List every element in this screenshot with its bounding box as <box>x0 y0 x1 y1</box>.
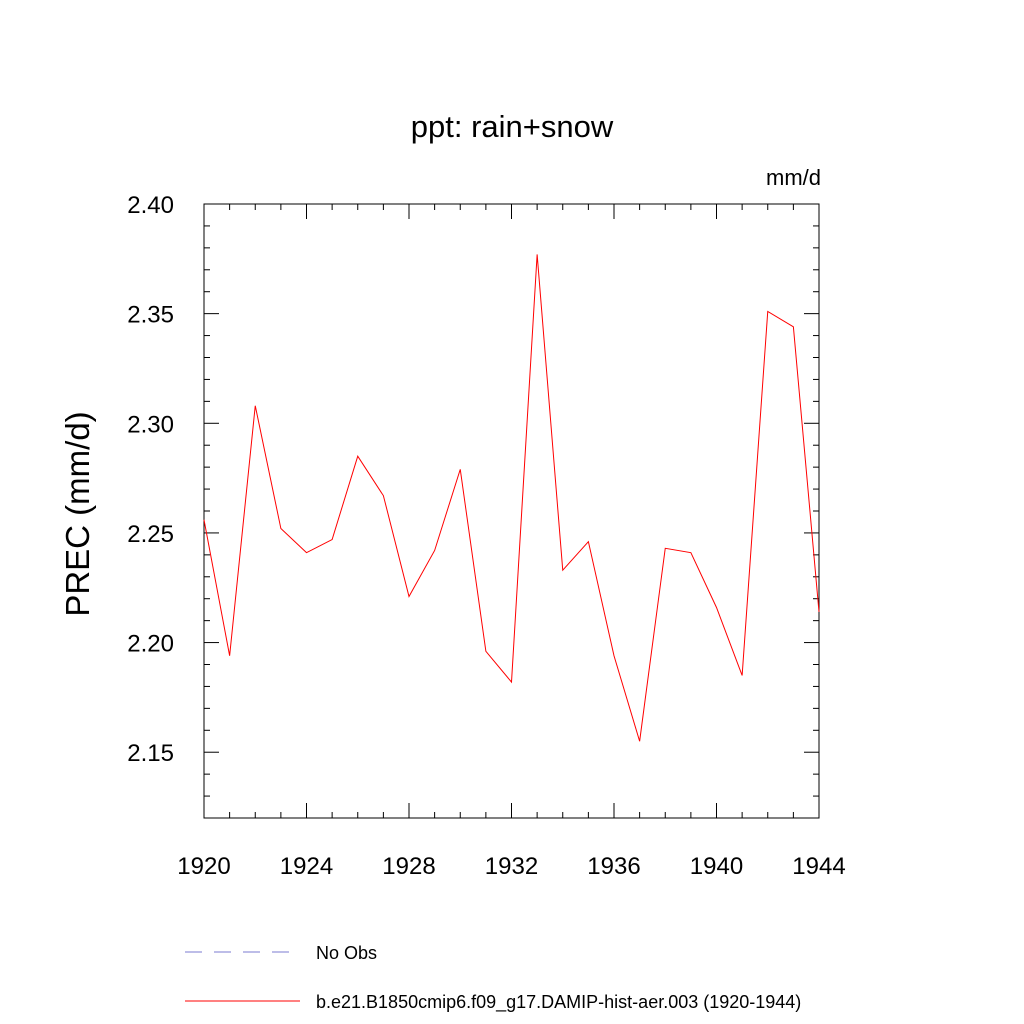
data-point <box>382 494 385 497</box>
legend-label-no-obs: No Obs <box>316 943 377 963</box>
data-point <box>613 654 616 657</box>
data-point <box>510 681 513 684</box>
x-tick-label: 1940 <box>690 853 743 880</box>
data-point <box>664 547 667 550</box>
data-point <box>536 253 539 256</box>
data-point <box>331 538 334 541</box>
y-tick-label: 2.25 <box>127 521 174 548</box>
y-tick-label: 2.35 <box>127 302 174 329</box>
x-tick-label: 1924 <box>280 853 333 880</box>
data-point <box>305 551 308 554</box>
chart-title: ppt: rain+snow <box>411 109 614 144</box>
series-layer <box>203 253 821 743</box>
data-point <box>279 527 282 530</box>
data-point <box>203 518 206 521</box>
data-point <box>766 310 769 313</box>
data-point <box>254 404 257 407</box>
x-tick-label: 1932 <box>485 853 538 880</box>
data-point <box>484 650 487 653</box>
x-tick-label: 1928 <box>382 853 435 880</box>
data-point <box>433 549 436 552</box>
data-point <box>561 569 564 572</box>
y-axis-label: PREC (mm/d) <box>59 411 96 616</box>
x-tick-label: 1944 <box>792 853 845 880</box>
plot-frame <box>203 203 820 819</box>
y-tick-label: 2.20 <box>127 631 174 658</box>
data-point <box>459 468 462 471</box>
data-point <box>792 325 795 328</box>
y-tick-label: 2.40 <box>127 192 174 219</box>
legend-label-model: b.e21.B1850cmip6.f09_g17.DAMIP-hist-aer.… <box>316 992 801 1013</box>
y-tick-label: 2.15 <box>127 740 174 767</box>
data-point <box>356 455 359 458</box>
x-tick-label: 1936 <box>587 853 640 880</box>
data-point <box>408 595 411 598</box>
data-point <box>689 551 692 554</box>
data-point <box>741 674 744 677</box>
units-label: mm/d <box>766 165 821 190</box>
data-point <box>818 610 821 613</box>
y-tick-label: 2.30 <box>127 411 174 438</box>
data-point <box>228 654 231 657</box>
axis-ticks: 1920 1924 1928 1932 1936 1940 1944 2.15 2.20 2.25… <box>127 192 845 880</box>
legend: No Obs b.e21.B1850cmip6.f09_g17.DAMIP-hi… <box>185 943 801 1013</box>
x-tick-label: 1920 <box>177 853 230 880</box>
data-point <box>715 606 718 609</box>
series-line-1 <box>203 254 820 742</box>
data-point <box>587 540 590 543</box>
data-point <box>638 740 641 743</box>
